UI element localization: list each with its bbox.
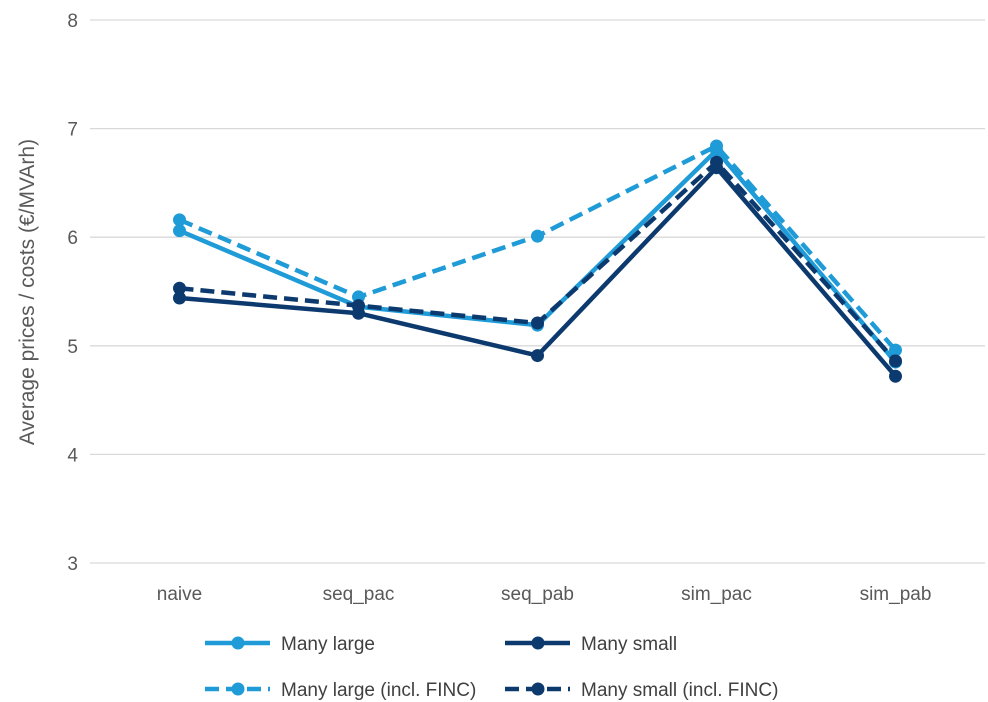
data-point (173, 281, 186, 295)
data-point (173, 224, 186, 238)
legend-swatch-marker (531, 682, 545, 696)
legend-label: Many large (281, 634, 375, 655)
y-tick-label: 4 (67, 445, 78, 466)
data-point (710, 155, 723, 169)
series-line (179, 165, 898, 378)
legend-swatch-marker (231, 636, 245, 650)
legend-item: Many small (505, 634, 677, 655)
y-tick-label: 3 (67, 554, 78, 575)
data-point (889, 369, 902, 383)
legend-item: Many large (205, 634, 375, 655)
y-tick-label: 5 (67, 337, 78, 358)
series-lines (173, 139, 902, 383)
y-axis-ticks: 3 4 5 6 7 8 (67, 11, 78, 575)
legend-swatch-marker (531, 636, 545, 650)
x-tick-label: sim_pac (681, 584, 752, 605)
legend-label: Many small (incl. FINC) (581, 680, 778, 701)
y-tick-label: 8 (67, 11, 78, 32)
data-point (531, 349, 544, 363)
legend-label: Many large (incl. FINC) (281, 680, 476, 701)
data-point (531, 229, 544, 243)
data-point (352, 299, 365, 313)
y-tick-label: 7 (67, 120, 78, 141)
data-point (531, 316, 544, 330)
y-tick-label: 6 (67, 228, 78, 249)
x-tick-label: seq_pac (323, 584, 395, 605)
y-axis-title: Average prices / costs (€/MVArh) (16, 139, 39, 445)
gridlines (90, 19, 985, 564)
data-point (889, 343, 902, 357)
legend-item: Many large (incl. FINC) (205, 680, 476, 701)
x-tick-label: naive (157, 584, 202, 605)
series-3 (173, 155, 902, 368)
x-axis-ticks: naive seq_pac seq_pab sim_pac sim_pab (157, 584, 932, 605)
data-point (173, 213, 186, 227)
data-point (710, 139, 723, 153)
legend-swatch-marker (231, 682, 245, 696)
legend: Many large Many small Many large (incl. FI… (205, 634, 778, 701)
legend-label: Many small (581, 634, 677, 655)
x-tick-label: seq_pab (501, 584, 574, 605)
data-point (889, 354, 902, 368)
data-point (173, 291, 186, 305)
x-tick-label: sim_pab (860, 584, 932, 605)
legend-item: Many small (incl. FINC) (505, 680, 778, 701)
